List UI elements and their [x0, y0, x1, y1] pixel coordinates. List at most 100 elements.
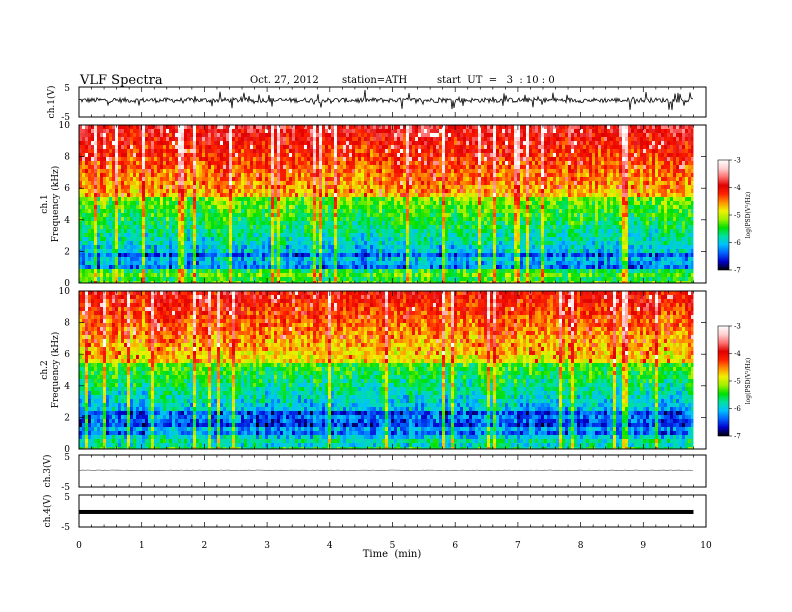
spectrogram-cell [136, 157, 140, 162]
spectrogram-cell [178, 181, 182, 186]
spectrogram-cell [205, 129, 209, 134]
spectrogram-cell [310, 165, 314, 170]
spectrogram-cell [553, 197, 557, 202]
spectrogram-cell [409, 177, 413, 182]
spectrogram-cell [520, 185, 524, 190]
spectrogram-cell [277, 129, 281, 134]
spectrogram-cell [142, 165, 146, 170]
spectrogram-cell [688, 125, 692, 130]
spectrogram-cell [484, 161, 488, 166]
spectrogram-cell [412, 189, 416, 194]
spectrogram-cell [223, 133, 227, 138]
spectrogram-cell [469, 161, 473, 166]
spectrogram-cell [127, 189, 131, 194]
spectrogram-cell [676, 133, 680, 138]
spectrogram-cell [607, 177, 611, 182]
spectrogram-cell [397, 133, 401, 138]
spectrogram-cell [244, 181, 248, 186]
spectrogram-cell [661, 153, 665, 158]
spectrogram-cell [580, 173, 584, 178]
spectrogram-cell [544, 153, 548, 158]
spectrogram-cell [622, 177, 626, 182]
spectrogram-cell [667, 137, 671, 142]
spectrogram-cell [163, 161, 167, 166]
spectrogram-cell [550, 193, 554, 198]
spectrogram-cell [415, 137, 419, 142]
spectrogram-cell [427, 177, 431, 182]
spectrogram-cell [208, 185, 212, 190]
spectrogram-cell [391, 161, 395, 166]
spectrogram-cell [388, 153, 392, 158]
spectrogram-cell [550, 181, 554, 186]
spectrogram-cell [337, 185, 341, 190]
spectrogram-cell [349, 125, 353, 130]
spectrogram-cell [361, 153, 365, 158]
spectrogram-cell [379, 157, 383, 162]
spectrogram-cell [247, 161, 251, 166]
spectrogram-cell [448, 157, 452, 162]
spectrogram-cell [145, 141, 149, 146]
spectrogram-cell [178, 129, 182, 134]
spectrogram-cell [580, 169, 584, 174]
spectrogram-cell [442, 165, 446, 170]
spectrogram-cell [139, 129, 143, 134]
spectrogram-cell [502, 197, 506, 202]
spectrogram-cell [127, 217, 131, 222]
spectrogram-cell [268, 217, 272, 222]
spectrogram-cell [328, 137, 332, 142]
spectrogram-cell [520, 217, 524, 222]
spectrogram-cell [322, 149, 326, 154]
spectrogram-cell [238, 173, 242, 178]
spectrogram-cell [682, 149, 686, 154]
spectrogram-cell [301, 169, 305, 174]
spectrogram-cell [571, 209, 575, 214]
spectrogram-cell [280, 213, 284, 218]
spectrogram-cell [256, 133, 260, 138]
spectrogram-cell [691, 141, 694, 146]
spectrogram-cell [229, 177, 233, 182]
spectrogram-cell [541, 129, 545, 134]
spectrogram-cell [199, 201, 203, 206]
spectrogram-cell [511, 213, 515, 218]
spectrogram-cell [208, 205, 212, 210]
spectrogram-cell [229, 201, 233, 206]
spectrogram-cell [385, 149, 389, 154]
spectrogram-cell [448, 213, 452, 218]
spectrogram-cell [109, 157, 113, 162]
spectrogram-cell [409, 125, 413, 130]
spectrogram-cell [373, 181, 377, 186]
spectrogram-cell [277, 173, 281, 178]
spectrogram-cell [640, 141, 644, 146]
spectrogram-cell [154, 141, 158, 146]
spectrogram-cell [613, 137, 617, 142]
spectrogram-cell [388, 185, 392, 190]
spectrogram-cell [88, 209, 92, 214]
spectrogram-cell [442, 173, 446, 178]
spectrogram-cell [433, 201, 437, 206]
spectrogram-cell [361, 185, 365, 190]
spectrogram-cell [154, 189, 158, 194]
spectrogram-cell [565, 133, 569, 138]
spectrogram-cell [412, 169, 416, 174]
spectrogram-cell [355, 145, 359, 150]
spectrogram-cell [646, 133, 650, 138]
spectrogram-cell [202, 201, 206, 206]
spectrogram-cell [364, 149, 368, 154]
spectrogram-cell [658, 133, 662, 138]
spectrogram-cell [616, 125, 620, 130]
spectrogram-cell [538, 209, 542, 214]
spectrogram-cell [421, 185, 425, 190]
spectrogram-cell [391, 169, 395, 174]
spectrogram-cell [493, 161, 497, 166]
spectrogram-cell [184, 157, 188, 162]
spectrogram-cell [568, 157, 572, 162]
spectrogram-cell [418, 189, 422, 194]
spectrogram-cell [148, 161, 152, 166]
spectrogram-cell [355, 173, 359, 178]
spectrogram-cell [481, 197, 485, 202]
spectrogram-cell [325, 189, 329, 194]
spectrogram-cell [298, 169, 302, 174]
spectrogram-cell [211, 153, 215, 158]
spectrogram-cell [679, 157, 683, 162]
spectrogram-cell [370, 205, 374, 210]
